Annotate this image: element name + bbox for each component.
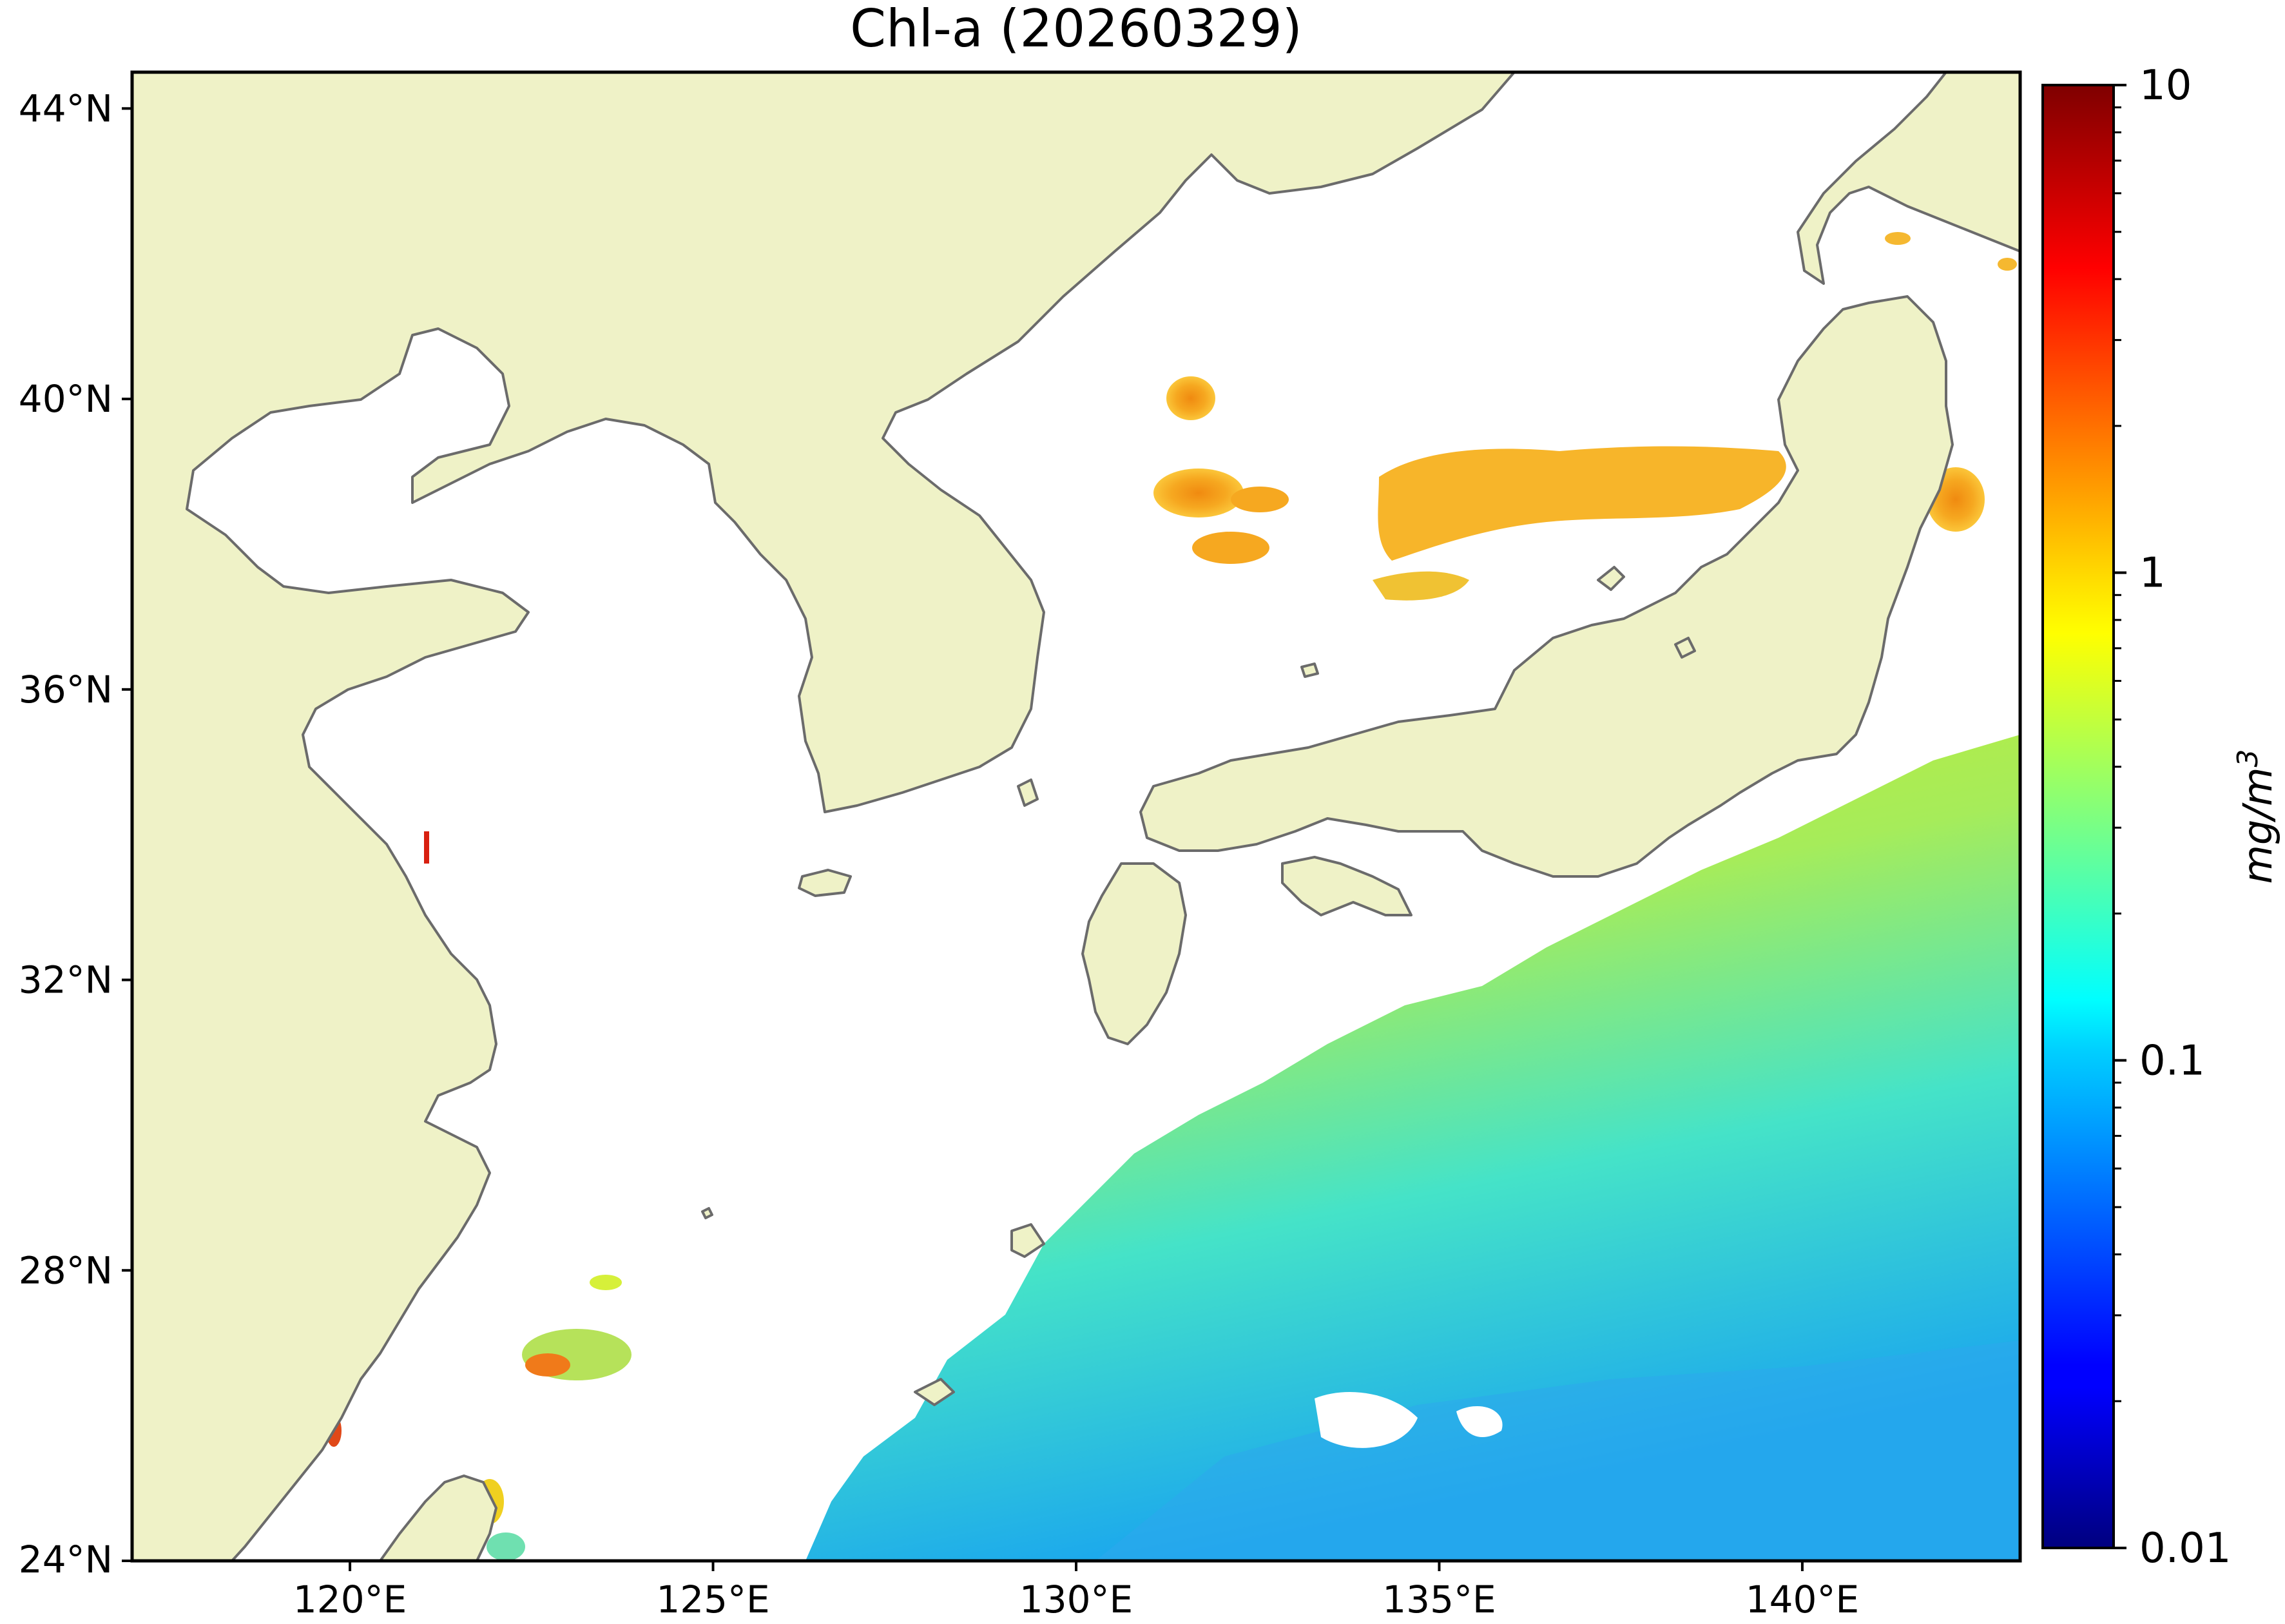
lat-tick-label: 28°N — [19, 1248, 113, 1292]
colorbar-ticks: 10 1 0.1 0.01 — [2114, 62, 2232, 1572]
map-area — [132, 72, 2020, 1561]
longitude-ticks: 120°E 125°E 130°E 135°E 140°E — [293, 1561, 1859, 1621]
chlorophyll-low-band — [1095, 1340, 2020, 1561]
colorbar-label: mg/m3 — [2232, 749, 2281, 884]
lon-tick-label: 130°E — [1019, 1578, 1133, 1621]
lat-tick-label: 36°N — [19, 668, 113, 711]
jeju-island — [798, 869, 852, 897]
lat-tick-label: 32°N — [19, 958, 113, 1002]
lat-tick-label: 40°N — [19, 377, 113, 421]
lat-tick-label: 44°N — [19, 86, 113, 130]
colorbar-gradient — [2041, 84, 2115, 1549]
taiwan — [379, 1474, 497, 1561]
lon-tick-label: 135°E — [1382, 1578, 1496, 1621]
japan-honshu — [1139, 295, 1954, 878]
map-title: Chl-a (20260329) — [850, 0, 1302, 59]
sado-island — [1597, 566, 1625, 591]
lat-tick-label: 24°N — [19, 1538, 113, 1581]
sea-of-japan-chlorophyll-patches — [1153, 232, 2017, 601]
colorbar-tick-label: 0.1 — [2139, 1037, 2205, 1085]
latitude-ticks: 44°N 40°N 36°N 32°N 28°N 24°N — [19, 86, 132, 1581]
lon-tick-label: 125°E — [656, 1578, 769, 1621]
lon-tick-label: 120°E — [293, 1578, 407, 1621]
japan-kyushu — [1081, 862, 1187, 1045]
lon-tick-label: 140°E — [1746, 1578, 1859, 1621]
colorbar-tick-label: 1 — [2139, 550, 2166, 597]
colorbar-tick-label: 0.01 — [2139, 1525, 2232, 1572]
colorbar-tick-label: 10 — [2139, 62, 2192, 110]
land — [132, 72, 2020, 1561]
asian-mainland — [132, 72, 1516, 1561]
japan-hokkaido — [1797, 72, 2020, 285]
colorbar: 10 1 0.1 0.01 mg/m3 — [2041, 62, 2281, 1572]
japan-shikoku — [1281, 856, 1412, 916]
chlorophyll-ocean-field — [805, 735, 2020, 1561]
